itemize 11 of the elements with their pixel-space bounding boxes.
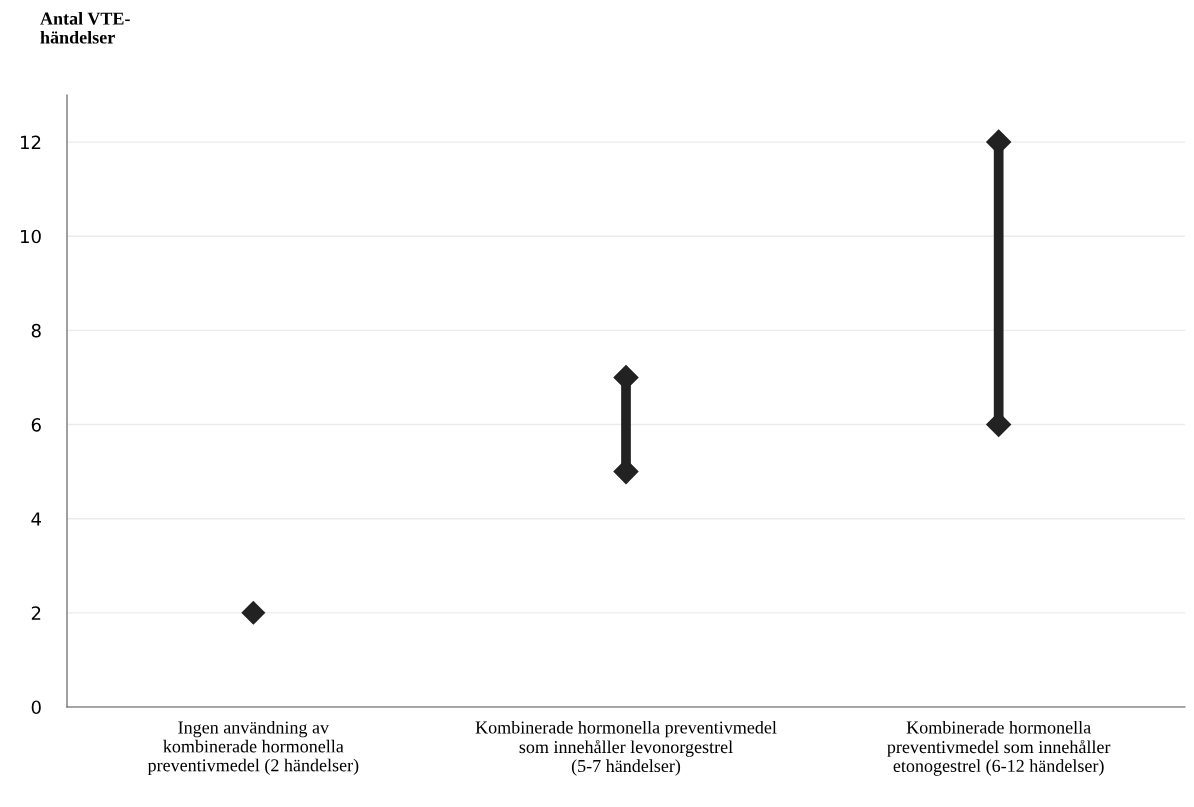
y-tick-label: 10 xyxy=(21,229,41,244)
x-tick-label: Kombinerade hormonella preventivmedel som innehåller levonorgestrel (5-7 händelser) xyxy=(475,720,777,776)
y-tick-label: 2 xyxy=(31,606,41,620)
y-tick-label: 8 xyxy=(31,323,41,338)
y-tick-label: 12 xyxy=(21,135,41,149)
y-axis-title: Antal VTE- händelser xyxy=(40,12,130,44)
x-tick-label: Ingen användning av kombinerade hormonella preventivmedel (2 händelser) xyxy=(147,720,359,776)
y-tick-label: 6 xyxy=(31,418,41,432)
y-tick-label: 4 xyxy=(31,512,41,526)
x-tick-label: Kombinerade hormonella preventivmedel som innehåller etonogestrel (6-12 händelser) xyxy=(887,720,1111,776)
y-tick-label: 0 xyxy=(31,700,41,715)
